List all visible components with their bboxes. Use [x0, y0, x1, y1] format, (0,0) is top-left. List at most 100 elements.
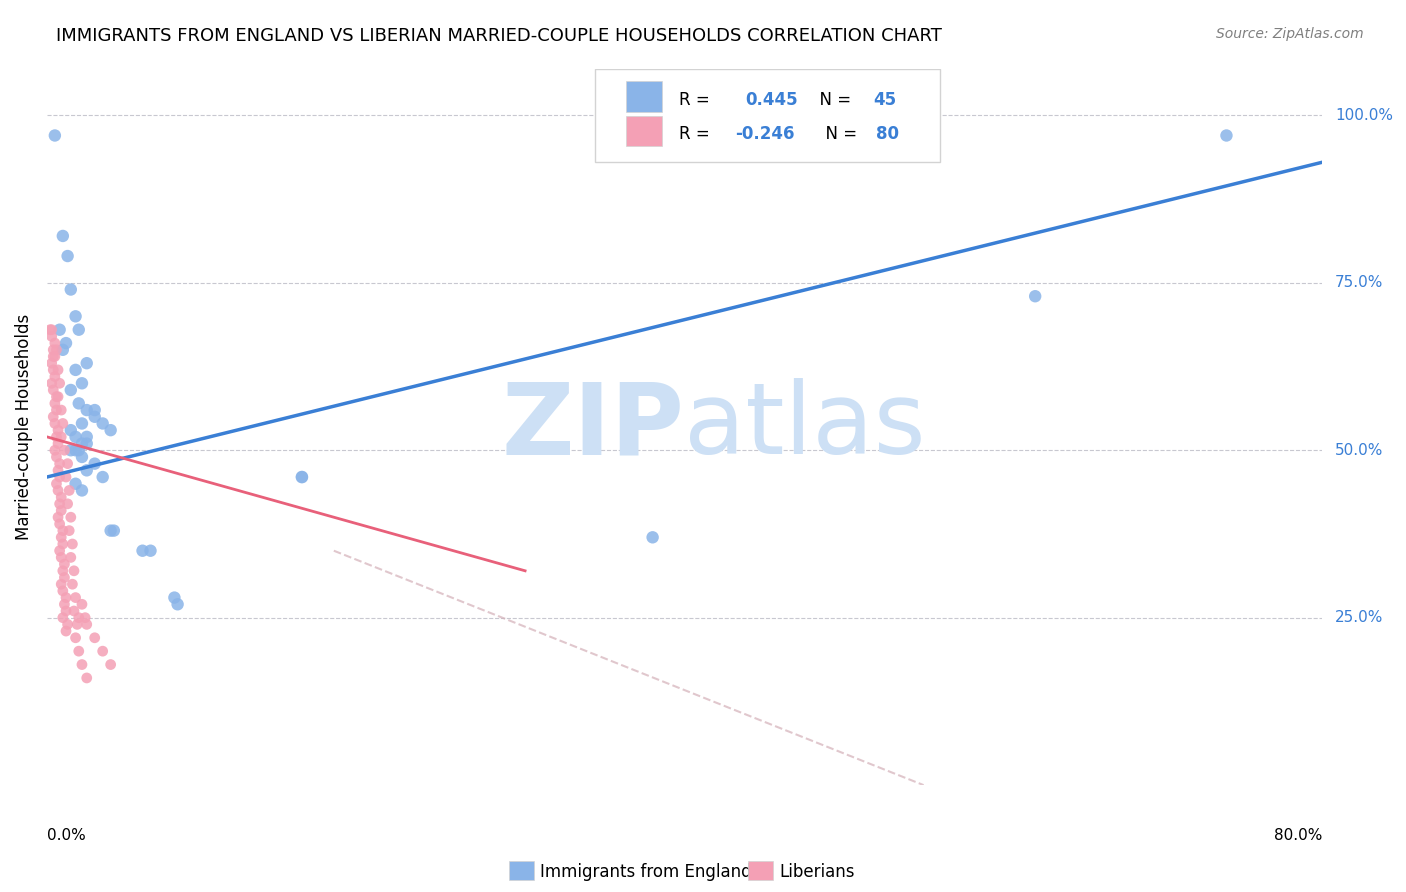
Point: [91, 470, 114, 484]
Point: [45, 450, 67, 464]
Point: [91, 644, 114, 658]
Text: 80.0%: 80.0%: [1274, 828, 1322, 843]
Text: Liberians: Liberians: [779, 863, 855, 881]
Point: [52, 610, 75, 624]
Point: [83, 409, 105, 424]
Text: -0.246: -0.246: [735, 126, 794, 144]
Point: [63, 564, 86, 578]
Point: [56, 249, 79, 263]
Point: [42, 343, 65, 357]
Point: [100, 423, 122, 437]
Point: [67, 443, 90, 458]
Point: [166, 597, 188, 611]
Text: 50.0%: 50.0%: [1334, 442, 1384, 458]
Point: [70, 657, 93, 672]
Point: [48, 457, 70, 471]
Point: [56, 497, 79, 511]
Point: [131, 543, 153, 558]
Point: [45, 430, 67, 444]
Point: [45, 403, 67, 417]
Point: [65, 363, 87, 377]
Text: Source: ZipAtlas.com: Source: ZipAtlas.com: [1216, 27, 1364, 41]
Point: [55, 336, 77, 351]
Point: [42, 363, 65, 377]
Point: [55, 624, 77, 638]
Point: [46, 390, 69, 404]
Text: 25.0%: 25.0%: [1334, 610, 1384, 625]
Point: [55, 591, 77, 605]
Point: [41, 323, 63, 337]
Point: [48, 323, 70, 337]
Point: [48, 470, 70, 484]
Point: [52, 229, 75, 244]
Text: R =: R =: [679, 126, 716, 144]
Point: [139, 543, 162, 558]
Point: [52, 524, 75, 538]
Point: [59, 510, 82, 524]
Point: [48, 516, 70, 531]
Text: 80: 80: [876, 126, 898, 144]
Point: [83, 403, 105, 417]
Text: 0.445: 0.445: [745, 91, 799, 109]
Point: [100, 524, 122, 538]
Text: 45: 45: [873, 91, 897, 109]
Point: [41, 329, 63, 343]
Point: [51, 530, 73, 544]
Point: [83, 631, 105, 645]
Text: atlas: atlas: [685, 378, 927, 475]
Point: [76, 671, 98, 685]
Point: [42, 409, 65, 424]
Point: [100, 657, 122, 672]
Point: [39, 323, 62, 337]
Text: N =: N =: [814, 126, 862, 144]
Point: [52, 417, 75, 431]
Point: [44, 369, 66, 384]
Point: [70, 436, 93, 450]
Point: [75, 610, 97, 624]
Text: IMMIGRANTS FROM ENGLAND VS LIBERIAN MARRIED-COUPLE HOUSEHOLDS CORRELATION CHART: IMMIGRANTS FROM ENGLAND VS LIBERIAN MARR…: [56, 27, 942, 45]
Point: [63, 604, 86, 618]
Point: [60, 577, 83, 591]
Point: [44, 417, 66, 431]
Point: [45, 390, 67, 404]
Point: [59, 423, 82, 437]
Point: [65, 310, 87, 324]
Point: [56, 617, 79, 632]
Point: [291, 470, 314, 484]
Point: [1215, 128, 1237, 143]
Point: [53, 443, 76, 458]
Point: [67, 396, 90, 410]
Point: [59, 550, 82, 565]
Point: [46, 510, 69, 524]
Point: [51, 550, 73, 565]
Point: [45, 343, 67, 357]
Point: [41, 376, 63, 391]
Point: [52, 343, 75, 357]
Point: [44, 443, 66, 458]
Text: 75.0%: 75.0%: [1334, 276, 1384, 290]
Point: [44, 350, 66, 364]
Point: [46, 483, 69, 498]
Point: [83, 457, 105, 471]
Point: [65, 443, 87, 458]
Point: [53, 570, 76, 584]
Point: [41, 356, 63, 370]
Point: [76, 430, 98, 444]
Point: [44, 128, 66, 143]
Point: [91, 417, 114, 431]
Point: [76, 356, 98, 370]
Point: [51, 490, 73, 504]
Point: [51, 430, 73, 444]
Point: [76, 617, 98, 632]
Point: [59, 383, 82, 397]
Point: [58, 524, 80, 538]
Point: [44, 336, 66, 351]
Point: [51, 403, 73, 417]
Text: ZIP: ZIP: [502, 378, 685, 475]
Point: [52, 537, 75, 551]
Point: [53, 597, 76, 611]
Point: [46, 463, 69, 477]
Point: [70, 417, 93, 431]
Point: [1024, 289, 1046, 303]
Point: [70, 483, 93, 498]
